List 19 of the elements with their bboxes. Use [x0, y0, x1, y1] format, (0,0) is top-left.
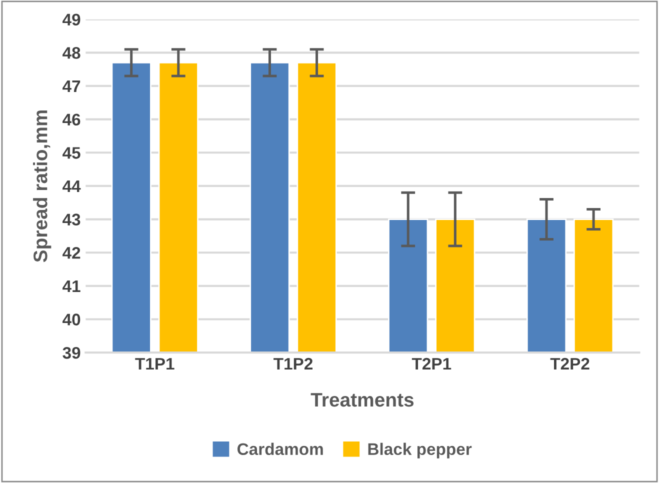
y-tick-label: 40	[62, 314, 80, 326]
x-tick-label: T2P2	[550, 358, 590, 370]
y-tick-label: 49	[62, 14, 80, 26]
x-tick-label: T1P2	[274, 358, 313, 370]
y-axis-title: Spread ratio,mm	[33, 110, 52, 262]
y-tick-label: 39	[62, 346, 80, 359]
legend-label: Cardamom	[238, 442, 323, 456]
y-tick-label: 43	[62, 214, 80, 226]
y-tick-label: 41	[62, 280, 80, 292]
legend-label: Black pepper	[368, 442, 472, 458]
y-tick-label: 44	[62, 180, 81, 192]
y-tick-label: 48	[62, 47, 80, 59]
y-tick-label: 47	[62, 80, 80, 92]
y-tick-label: 46	[62, 114, 80, 126]
y-tick-label: 45	[62, 147, 80, 159]
x-tick-label: T2P1	[412, 358, 452, 370]
y-tick-label: 42	[62, 247, 80, 259]
x-axis-title: Treatments	[310, 393, 414, 407]
x-tick-label: T1P1	[135, 358, 174, 370]
